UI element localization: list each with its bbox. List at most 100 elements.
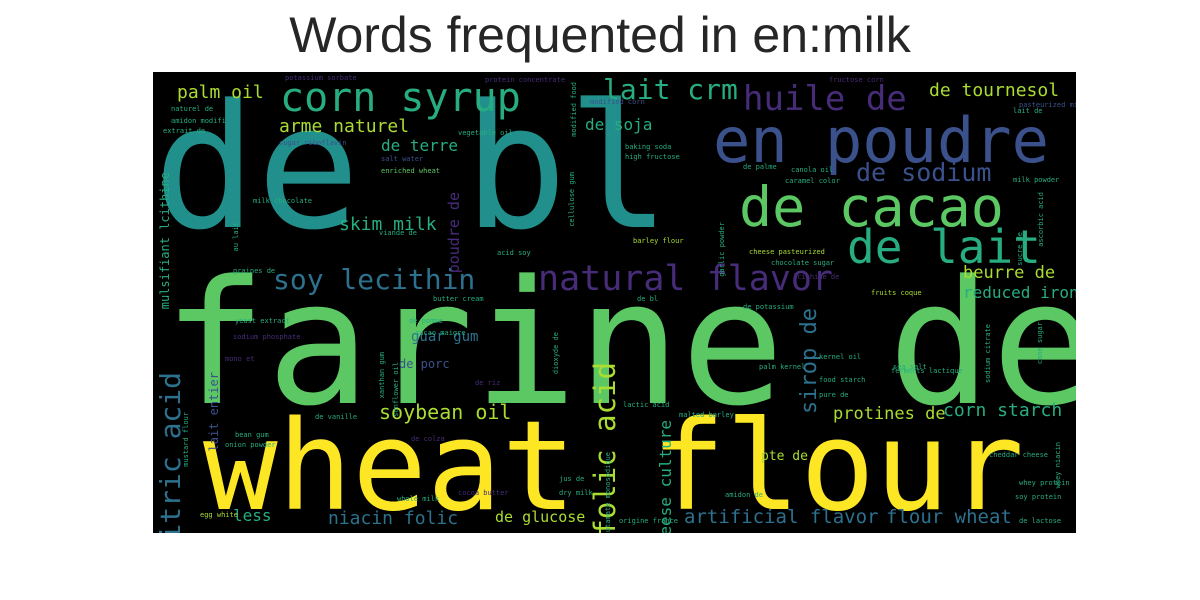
word-cloud-term: wheat flour (203, 395, 1025, 533)
word-cloud-term: farine de (163, 243, 1076, 444)
word-cloud-term: yeast extract (235, 317, 290, 325)
word-cloud-term: xanthan gum (378, 352, 386, 399)
word-cloud-term: mustard flour (182, 412, 190, 467)
word-cloud-term: de tournesol (929, 80, 1060, 101)
word-cloud-term: glutamate monosodique (604, 452, 612, 533)
word-cloud-term: de lactose (1019, 517, 1062, 525)
word-cloud-term: pte de (761, 449, 808, 464)
word-cloud-term: cacao maigre (415, 329, 466, 337)
word-cloud-term: corn starch (943, 400, 1063, 421)
word-cloud-term: de soja (585, 115, 653, 134)
word-cloud-term: caramel color (785, 177, 840, 185)
word-cloud-term: butter cream (433, 295, 484, 303)
word-cloud-term: pasteurized milk (1019, 101, 1076, 109)
word-cloud-term: sunflower oil (392, 362, 400, 417)
word-cloud-term: enriched wheat (381, 167, 441, 175)
word-cloud-term: de bl (637, 295, 659, 303)
word-cloud-term: graines de (233, 267, 276, 275)
word-cloud-term: sodium citrate (984, 324, 992, 384)
word-cloud-term: sea salt (893, 363, 927, 371)
word-cloud-term: citric acid (154, 372, 187, 533)
word-cloud-term: flour wheat (886, 506, 1012, 528)
word-cloud-term: canola oil (791, 166, 834, 174)
word-cloud-term: viande de (379, 229, 417, 237)
word-cloud-term: food starch (819, 376, 866, 384)
word-cloud-term: de sodium (856, 158, 992, 187)
word-cloud-term: guar gum (411, 329, 479, 345)
word-cloud-term: de porc (399, 357, 450, 371)
word-cloud-term: lait crm (603, 73, 738, 106)
word-cloud-term: cane sugar (1036, 322, 1044, 365)
word-cloud-term: reduced iron (963, 283, 1076, 302)
word-cloud-term: soy lecithin (273, 263, 476, 296)
word-cloud-term: modified corn (590, 98, 645, 106)
word-cloud-term: artificial flavor (684, 506, 879, 528)
word-cloud-term: bean gum (235, 431, 269, 439)
word-cloud-term: potassium sorbate (285, 74, 357, 82)
word-cloud-term: corn syrup (280, 75, 521, 121)
word-cloud-term: skim milk (339, 214, 437, 235)
word-cloud-term: sirop de (797, 308, 822, 414)
word-cloud-term: naturel de (171, 105, 214, 113)
word-cloud: farine de wheat flour de bl en poudre de… (153, 72, 1076, 533)
word-cloud-term: whole milk (397, 495, 440, 503)
word-cloud-term: less (233, 506, 272, 525)
word-cloud-term: salt water (381, 155, 424, 163)
word-cloud-term: fructose corn (829, 76, 884, 84)
word-cloud-term: de pomme (409, 317, 443, 325)
word-cloud-term: milk powder (1013, 176, 1060, 184)
word-cloud-term: natural flavor (538, 259, 834, 299)
word-cloud-term: lait de (1013, 107, 1043, 115)
word-cloud-term: de bl (153, 72, 671, 268)
word-cloud-term: cocoa butter (458, 489, 509, 497)
word-cloud-term: modified food (570, 82, 578, 137)
word-cloud-term: mono et (225, 355, 255, 363)
word-cloud-term: huile de (743, 79, 907, 119)
word-cloud-term: origine france (619, 517, 679, 525)
word-cloud-term: malted barley (679, 411, 734, 419)
word-cloud-term: arme naturel (279, 116, 410, 137)
word-cloud-term: mulsifiant lcithine (158, 172, 172, 310)
word-cloud-term: egg white (200, 511, 238, 519)
word-cloud-term: cellulose gum (568, 172, 576, 227)
word-cloud-term: jus de (559, 475, 585, 483)
word-cloud-term: whey niacin (1054, 442, 1062, 489)
word-cloud-term: lait entier (207, 372, 221, 452)
word-cloud-term: amidon modifi (171, 117, 226, 125)
word-cloud-term: whey protein (1019, 479, 1070, 487)
word-cloud-term: poudre de (445, 192, 463, 274)
word-cloud-term: fruits coque (871, 289, 922, 297)
word-cloud-term: soybean oil (379, 400, 512, 424)
word-cloud-term: amidon de (725, 491, 763, 499)
word-cloud-term: onion powder (225, 441, 276, 449)
word-cloud-term: soy protein (1015, 493, 1062, 501)
word-cloud-term: dioxyde de (552, 332, 560, 375)
word-cloud-term: beurre de (963, 263, 1056, 283)
word-cloud-term: de riz (475, 379, 501, 387)
word-cloud-term: de vanille (315, 413, 358, 421)
word-cloud-term: en poudre (713, 104, 1049, 177)
word-cloud-term: de cacao (739, 175, 1004, 239)
word-cloud-term: ascorbic acid (1037, 192, 1045, 247)
word-cloud-term: de glucose (495, 508, 586, 526)
word-cloud-term: vegetable oil (458, 129, 513, 137)
word-cloud-term: de potassium (743, 303, 794, 311)
word-cloud-term: cheese pasteurized (749, 248, 825, 256)
word-cloud-term: cheddar cheese (989, 451, 1049, 459)
word-cloud-term: chocolate sugar (771, 259, 835, 267)
word-cloud-term: de colza (411, 435, 445, 443)
word-cloud-term: sodium phosphate (233, 333, 301, 341)
word-cloud-term: acid soy (497, 249, 531, 257)
word-cloud-term: palm oil (177, 82, 264, 103)
chart-title: Words frequented in en:milk (289, 7, 911, 63)
word-cloud-term: protein concentrate (485, 76, 566, 84)
word-cloud-term: extrait de (163, 127, 206, 135)
word-cloud-term: dry milk (559, 489, 593, 497)
word-cloud-term: protines de (833, 404, 946, 424)
word-cloud-term: kernel oil (819, 353, 862, 361)
word-cloud-term: lactic acid (623, 401, 670, 409)
word-cloud-term: pure de (819, 391, 849, 399)
word-cloud-term: niacin folic (328, 508, 459, 529)
word-cloud-term: ferments lactique (891, 367, 963, 375)
word-cloud-term: de terre (381, 136, 459, 155)
